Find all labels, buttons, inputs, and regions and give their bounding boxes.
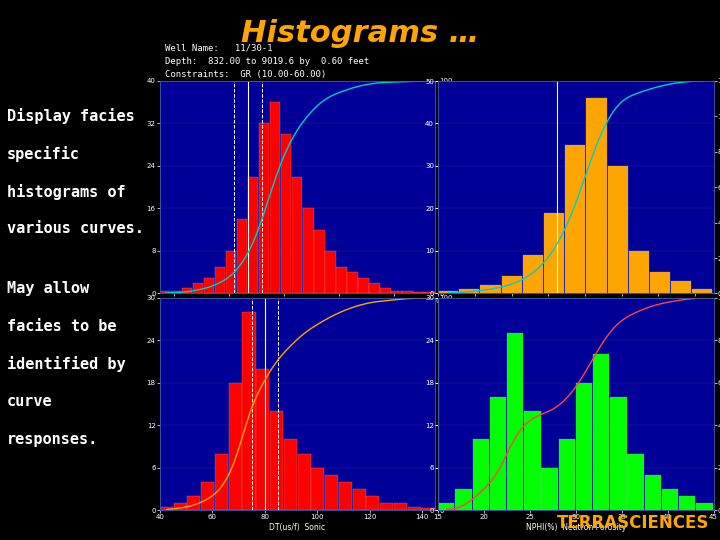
Bar (524, 411, 541, 510)
Bar (541, 468, 558, 510)
Bar (171, 291, 181, 293)
Text: Histograms …: Histograms … (241, 19, 479, 48)
Bar (347, 272, 358, 293)
Bar (650, 272, 670, 293)
Bar (226, 251, 236, 293)
Bar (369, 283, 379, 293)
Text: Well Name:   11/30-1: Well Name: 11/30-1 (166, 44, 273, 53)
Bar (204, 278, 215, 293)
Bar (459, 289, 480, 293)
Text: various curves.: various curves. (7, 221, 144, 237)
Bar (353, 489, 366, 510)
Bar (507, 333, 523, 510)
Bar (215, 267, 225, 293)
Text: specific: specific (7, 146, 80, 162)
Bar (160, 291, 171, 293)
Bar (201, 482, 215, 510)
Bar (402, 291, 413, 293)
Bar (215, 454, 228, 510)
Bar (679, 496, 696, 510)
Bar (366, 496, 379, 510)
Bar (559, 440, 575, 510)
Bar (438, 503, 454, 510)
Bar (380, 288, 391, 293)
Bar (303, 208, 313, 293)
Bar (281, 134, 292, 293)
Text: histograms of: histograms of (7, 184, 126, 200)
Bar (270, 411, 283, 510)
Bar (229, 383, 242, 510)
Bar (187, 496, 200, 510)
Bar (608, 166, 628, 293)
Bar (297, 454, 310, 510)
Text: facies to be: facies to be (7, 319, 117, 334)
Bar (259, 124, 269, 293)
Bar (413, 292, 423, 293)
Text: Constraints:  GR (10.00-60.00): Constraints: GR (10.00-60.00) (166, 70, 327, 79)
Text: Depth:  832.00 to 9019.6 by  0.60 feet: Depth: 832.00 to 9019.6 by 0.60 feet (166, 57, 369, 66)
Bar (256, 369, 269, 510)
Bar (237, 219, 248, 293)
X-axis label: DT(us/f)  Sonic: DT(us/f) Sonic (269, 523, 325, 532)
Text: Display facies: Display facies (7, 108, 135, 124)
Text: identified by: identified by (7, 356, 126, 373)
Bar (314, 230, 325, 293)
Bar (336, 267, 346, 293)
Bar (544, 213, 564, 293)
Bar (421, 508, 435, 510)
Bar (325, 475, 338, 510)
Bar (576, 383, 592, 510)
Bar (270, 102, 281, 293)
Bar (160, 507, 173, 510)
Text: curve: curve (7, 394, 53, 409)
Bar (693, 289, 713, 293)
Bar (325, 251, 336, 293)
Bar (394, 503, 407, 510)
Bar (480, 285, 500, 293)
Bar (455, 489, 472, 510)
Bar (629, 251, 649, 293)
Bar (292, 177, 302, 293)
Bar (644, 475, 661, 510)
Text: TERRASCIENCES: TERRASCIENCES (557, 514, 709, 532)
Bar (284, 440, 297, 510)
Bar (611, 397, 626, 510)
Bar (586, 98, 606, 293)
Text: responses.: responses. (7, 432, 99, 447)
Bar (671, 281, 691, 293)
Bar (248, 177, 258, 293)
Bar (311, 468, 325, 510)
Bar (391, 291, 402, 293)
Bar (182, 288, 192, 293)
Bar (380, 503, 393, 510)
Bar (696, 503, 713, 510)
Bar (662, 489, 678, 510)
Bar (523, 255, 543, 293)
Bar (593, 354, 609, 510)
X-axis label: GR (GAPI)  Gamma Ray: GR (GAPI) Gamma Ray (531, 306, 621, 315)
Text: May allow: May allow (7, 281, 89, 296)
Bar (408, 507, 420, 510)
Bar (627, 454, 644, 510)
Bar (243, 312, 256, 510)
X-axis label: RHOB(g/cc)  Bulk Density: RHOB(g/cc) Bulk Density (249, 306, 346, 315)
Bar (358, 278, 369, 293)
Bar (193, 283, 203, 293)
Bar (490, 397, 506, 510)
Bar (565, 145, 585, 293)
Bar (174, 503, 186, 510)
X-axis label: NPHI(%)  Neutron Porosity: NPHI(%) Neutron Porosity (526, 523, 626, 532)
Bar (472, 440, 489, 510)
Bar (438, 292, 458, 293)
Bar (339, 482, 352, 510)
Bar (502, 276, 522, 293)
